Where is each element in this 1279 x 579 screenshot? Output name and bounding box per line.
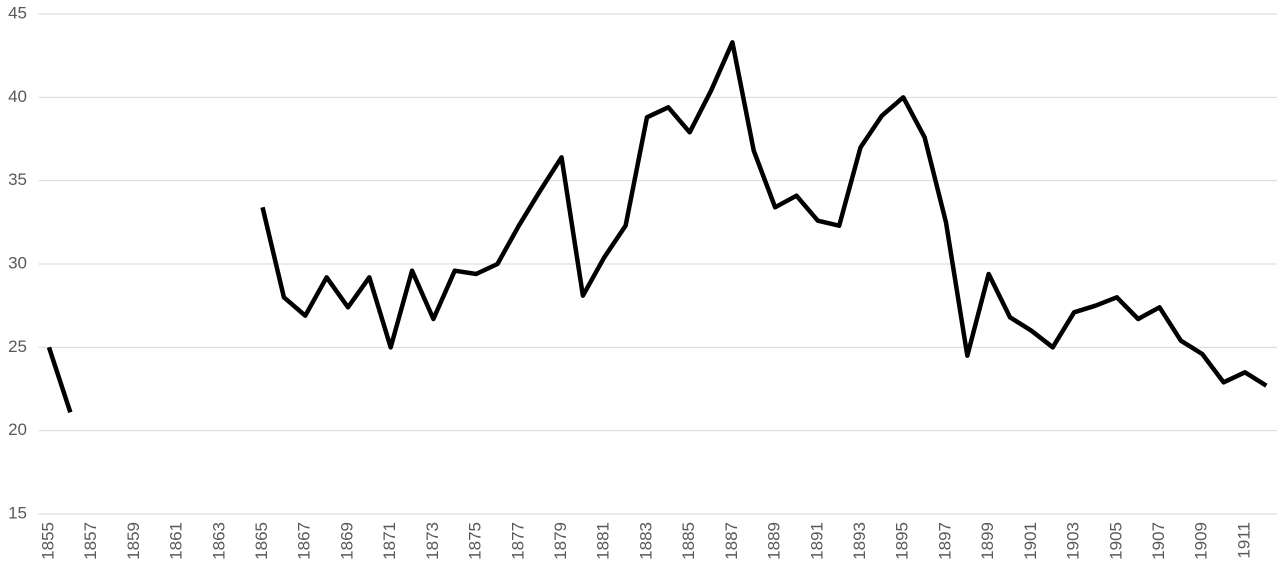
x-tick-label: 1869	[337, 522, 356, 560]
x-tick-label: 1903	[1064, 522, 1083, 560]
y-tick-label: 30	[8, 253, 27, 272]
x-tick-label: 1859	[124, 522, 143, 560]
x-tick-label: 1871	[380, 522, 399, 560]
x-tick-label: 1899	[978, 522, 997, 560]
x-tick-label: 1891	[807, 522, 826, 560]
x-tick-label: 1885	[679, 522, 698, 560]
x-tick-label: 1893	[850, 522, 869, 560]
x-tick-label: 1867	[295, 522, 314, 560]
x-tick-label: 1889	[765, 522, 784, 560]
x-tick-label: 1905	[1106, 522, 1125, 560]
y-tick-label: 45	[8, 3, 27, 22]
x-tick-label: 1855	[38, 522, 57, 560]
x-tick-label: 1901	[1021, 522, 1040, 560]
y-tick-label: 25	[8, 337, 27, 356]
x-tick-label: 1883	[636, 522, 655, 560]
x-tick-label: 1879	[551, 522, 570, 560]
y-tick-label: 40	[8, 87, 27, 106]
x-tick-label: 1861	[167, 522, 186, 560]
x-tick-label: 1907	[1149, 522, 1168, 560]
line	[46, 40, 1268, 414]
x-tick-label: 1873	[423, 522, 442, 560]
x-tick-label: 1875	[466, 522, 485, 560]
x-tick-label: 1877	[508, 522, 527, 560]
y-tick-label: 35	[8, 170, 27, 189]
x-tick-label: 1897	[935, 522, 954, 560]
y-tick-label: 20	[8, 420, 27, 439]
x-tick-label: 1881	[594, 522, 613, 560]
x-tick-label: 1857	[81, 522, 100, 560]
x-tick-label: 1911	[1234, 522, 1253, 559]
x-tick-label: 1863	[209, 522, 228, 560]
x-tick-label: 1865	[252, 522, 271, 560]
y-tick-label: 15	[8, 503, 27, 522]
x-tick-label: 1909	[1192, 522, 1211, 560]
x-tick-label: 1887	[722, 522, 741, 560]
x-tick-label: 1895	[893, 522, 912, 560]
